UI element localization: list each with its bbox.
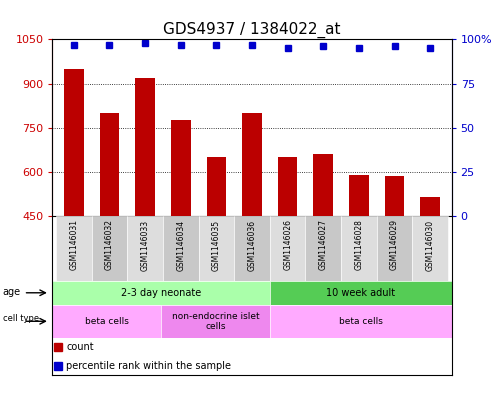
Bar bbox=[199, 216, 234, 281]
Bar bbox=[313, 154, 333, 216]
Text: 2-3 day neonate: 2-3 day neonate bbox=[121, 288, 202, 298]
Text: beta cells: beta cells bbox=[339, 317, 383, 326]
Text: GSM1146029: GSM1146029 bbox=[390, 219, 399, 270]
Bar bbox=[135, 77, 155, 216]
Text: GSM1146036: GSM1146036 bbox=[248, 219, 256, 270]
Bar bbox=[100, 113, 119, 216]
Text: GSM1146030: GSM1146030 bbox=[426, 219, 435, 270]
Bar bbox=[349, 175, 369, 216]
Title: GDS4937 / 1384022_at: GDS4937 / 1384022_at bbox=[163, 22, 341, 38]
Bar bbox=[377, 216, 412, 281]
Text: GSM1146026: GSM1146026 bbox=[283, 219, 292, 270]
Bar bbox=[171, 120, 191, 216]
Text: non-endocrine islet
cells: non-endocrine islet cells bbox=[172, 312, 259, 331]
Bar bbox=[64, 69, 83, 216]
Bar bbox=[163, 216, 199, 281]
Bar bbox=[234, 216, 270, 281]
Text: GSM1146031: GSM1146031 bbox=[69, 219, 78, 270]
Bar bbox=[242, 113, 262, 216]
Bar bbox=[92, 216, 127, 281]
Text: GSM1146027: GSM1146027 bbox=[319, 219, 328, 270]
Bar bbox=[341, 216, 377, 281]
Text: beta cells: beta cells bbox=[85, 317, 129, 326]
Bar bbox=[270, 305, 452, 338]
Text: GSM1146033: GSM1146033 bbox=[141, 219, 150, 270]
Text: count: count bbox=[66, 342, 94, 352]
Text: GSM1146035: GSM1146035 bbox=[212, 219, 221, 270]
Text: GSM1146028: GSM1146028 bbox=[354, 219, 363, 270]
Bar bbox=[412, 216, 448, 281]
Bar bbox=[420, 197, 440, 216]
Text: percentile rank within the sample: percentile rank within the sample bbox=[66, 361, 232, 371]
Bar bbox=[278, 157, 297, 216]
Bar bbox=[270, 216, 305, 281]
Bar bbox=[161, 305, 270, 338]
Bar bbox=[52, 281, 270, 305]
Text: age: age bbox=[2, 286, 21, 297]
Bar bbox=[207, 157, 226, 216]
Bar bbox=[56, 216, 92, 281]
Bar bbox=[385, 176, 404, 216]
Bar bbox=[270, 281, 452, 305]
Bar bbox=[127, 216, 163, 281]
Bar bbox=[52, 305, 161, 338]
Text: GSM1146034: GSM1146034 bbox=[176, 219, 185, 270]
Text: 10 week adult: 10 week adult bbox=[326, 288, 395, 298]
Text: cell type: cell type bbox=[2, 314, 39, 323]
Bar bbox=[305, 216, 341, 281]
Text: GSM1146032: GSM1146032 bbox=[105, 219, 114, 270]
